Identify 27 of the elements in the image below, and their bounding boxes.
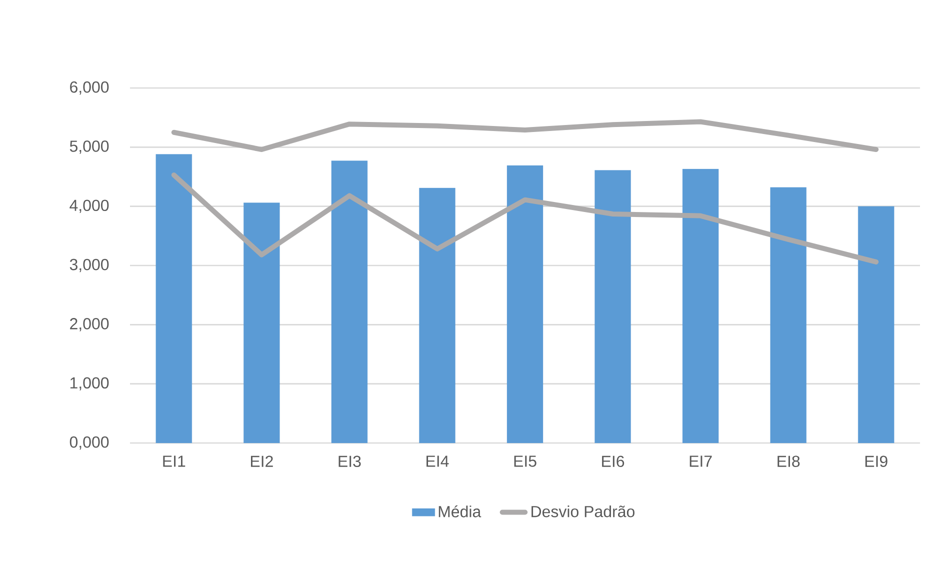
bar xyxy=(858,206,894,444)
x-tick-label: EI5 xyxy=(514,456,536,467)
bar xyxy=(419,188,456,444)
y-tick-label: 5,000 xyxy=(70,140,109,154)
y-tick-label: 3,000 xyxy=(70,258,109,272)
y-tick-label: 2,000 xyxy=(70,318,109,332)
bar xyxy=(594,170,631,444)
bar xyxy=(244,202,280,444)
x-tick-label: EI2 xyxy=(250,456,273,467)
y-tick-label: 0,000 xyxy=(70,436,109,450)
bar xyxy=(331,160,368,444)
bar xyxy=(506,165,544,444)
legend-label: Média xyxy=(438,505,482,518)
y-tick-label: 1,000 xyxy=(70,377,109,390)
x-tick-label: EI9 xyxy=(865,456,888,468)
bar xyxy=(156,154,192,444)
x-tick-label: EI3 xyxy=(338,456,361,468)
y-tick-label: 6,000 xyxy=(70,81,109,95)
x-tick-label: EI1 xyxy=(163,456,186,467)
x-tick-label: EI4 xyxy=(426,456,449,467)
x-tick-label: EI6 xyxy=(602,456,624,468)
x-tick-label: EI8 xyxy=(778,456,800,468)
x-tick-label: EI7 xyxy=(690,456,712,467)
bar xyxy=(682,168,719,444)
y-tick-label: 4,000 xyxy=(70,200,109,213)
legend-label: Desvio Padrão xyxy=(532,505,634,518)
bar xyxy=(770,187,806,444)
